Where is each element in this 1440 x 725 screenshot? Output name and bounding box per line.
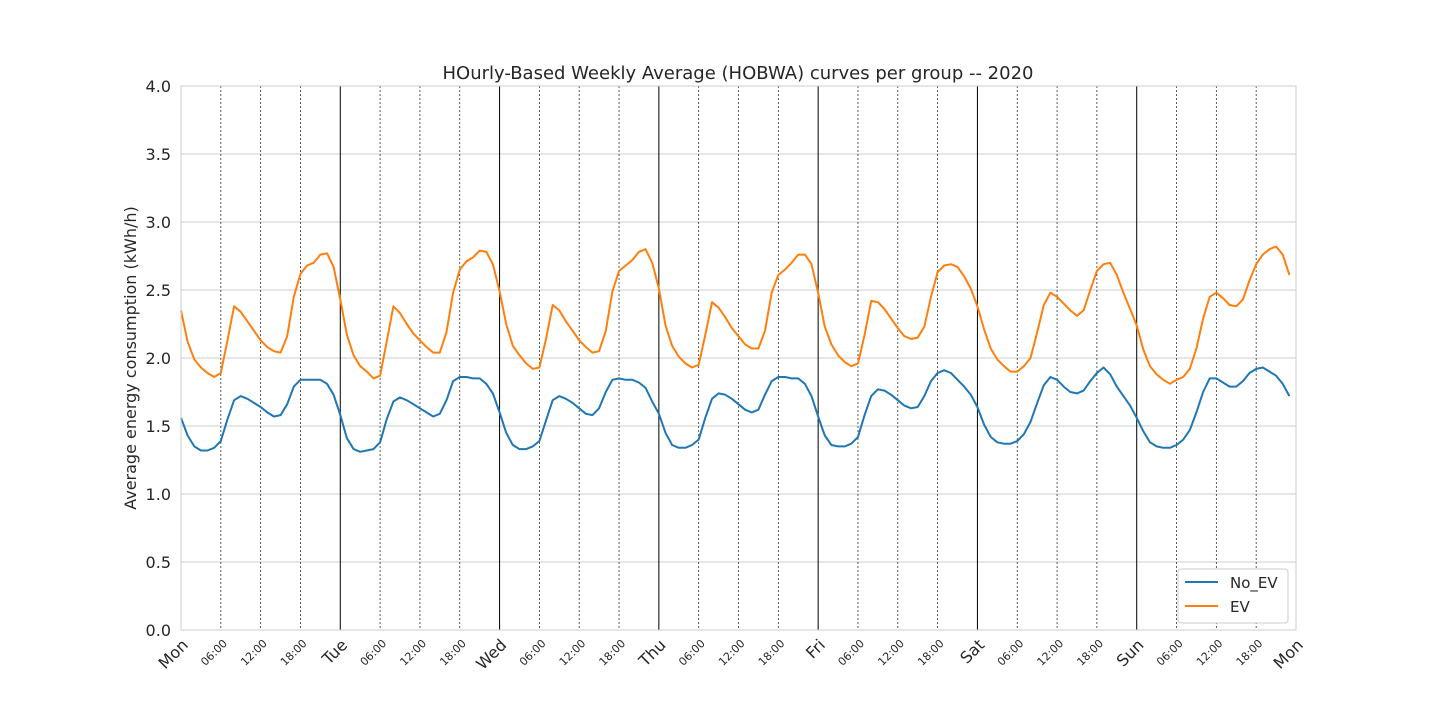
series-line-no-ev xyxy=(180,366,1291,453)
hour-tick-label: 12:00 xyxy=(238,637,270,669)
hour-tick-label: 18:00 xyxy=(1074,637,1106,669)
day-tick-label: Wed xyxy=(472,635,510,673)
hour-tick-label: 18:00 xyxy=(915,637,947,669)
y-tick-label: 1.0 xyxy=(146,485,171,504)
y-axis-label: Average energy consumption (kWh/h) xyxy=(121,206,140,510)
day-tick-label: Sat xyxy=(956,635,988,667)
day-tick-label: Sun xyxy=(1113,635,1148,670)
hour-tick-label: 18:00 xyxy=(1234,637,1266,669)
y-tick-label: 0.0 xyxy=(146,621,171,640)
chart-title: HOurly-Based Weekly Average (HOBWA) curv… xyxy=(443,63,1034,84)
y-tick-label: 4.0 xyxy=(146,77,171,96)
hour-tick-label: 18:00 xyxy=(278,637,310,669)
y-tick-labels: 0.0 0.5 1.0 1.5 2.0 2.5 3.0 3.5 4.0 xyxy=(146,77,171,640)
y-tick-label: 0.5 xyxy=(146,553,171,572)
y-tick-label: 3.0 xyxy=(146,213,171,232)
series-line-ev xyxy=(180,245,1291,385)
hour-tick-label: 06:00 xyxy=(358,637,390,669)
hour-tick-label: 12:00 xyxy=(1035,637,1067,669)
hour-tick-label: 12:00 xyxy=(397,637,429,669)
hour-tick-label: 12:00 xyxy=(1194,637,1226,669)
hour-tick-label: 12:00 xyxy=(875,637,907,669)
y-tick-label: 3.5 xyxy=(146,145,171,164)
day-tick-label: Mon xyxy=(1270,635,1307,672)
y-tick-label: 2.0 xyxy=(146,349,171,368)
hour-tick-label: 06:00 xyxy=(676,637,708,669)
hour-tick-label: 18:00 xyxy=(756,637,788,669)
day-tick-label: Fri xyxy=(802,635,829,662)
legend-label-no-ev: No_EV xyxy=(1230,574,1278,593)
hour-tick-label: 12:00 xyxy=(557,637,589,669)
y-tick-label: 2.5 xyxy=(146,281,171,300)
hour-tick-label: 06:00 xyxy=(517,637,549,669)
hour-tick-label: 06:00 xyxy=(995,637,1027,669)
x-tick-labels: Mon 06:00 12:00 18:00 Tue 06:00 12:00 18:00 Wed 0… xyxy=(155,635,1307,673)
plot-frame xyxy=(180,85,1297,631)
y-tick-label: 1.5 xyxy=(146,417,171,436)
legend: No_EV EV xyxy=(1177,568,1289,624)
hour-tick-label: 18:00 xyxy=(597,637,629,669)
day-tick-label: Tue xyxy=(318,635,351,668)
day-tick-label: Mon xyxy=(155,635,192,672)
day-tick-label: Thu xyxy=(634,635,669,670)
hour-tick-label: 06:00 xyxy=(1154,637,1186,669)
hour-tick-label: 12:00 xyxy=(716,637,748,669)
series-lines xyxy=(180,245,1291,453)
hour-tick-label: 06:00 xyxy=(198,637,230,669)
hour-tick-label: 06:00 xyxy=(835,637,867,669)
day-separators xyxy=(220,86,1257,630)
legend-label-ev: EV xyxy=(1230,598,1250,616)
hour-tick-label: 18:00 xyxy=(437,637,469,669)
plot-border xyxy=(180,85,1297,631)
